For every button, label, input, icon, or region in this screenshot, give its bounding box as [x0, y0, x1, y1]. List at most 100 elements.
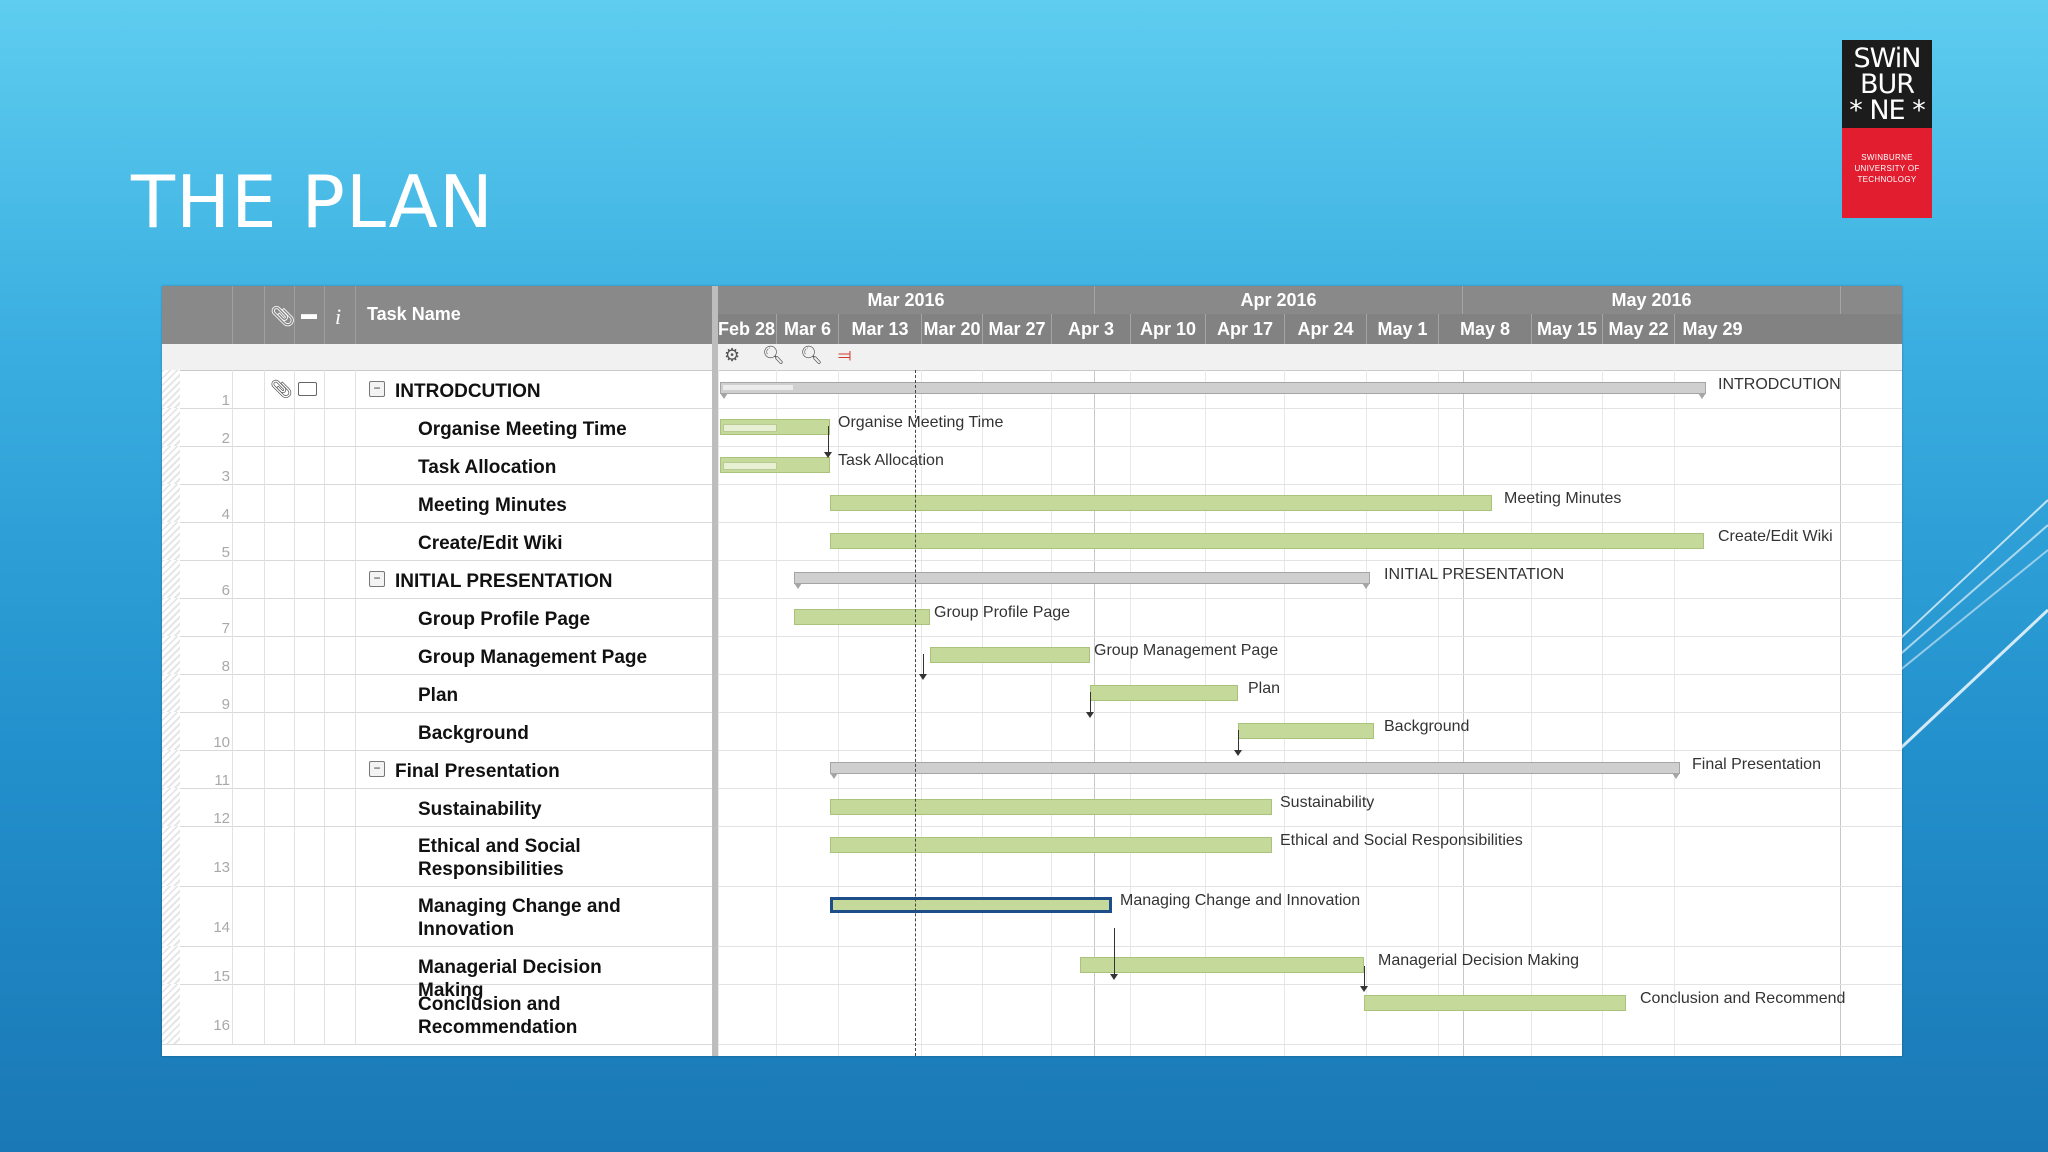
task-name[interactable]: Create/Edit Wiki	[418, 532, 563, 554]
attachment-icon[interactable]: 📎︎	[270, 379, 293, 399]
row-drag-handle[interactable]	[162, 788, 180, 826]
row-drag-handle[interactable]	[162, 674, 180, 712]
task-row[interactable]: 10 Background	[162, 712, 712, 751]
task-name[interactable]: Managerial Decision Making	[418, 956, 602, 1001]
task-bar[interactable]	[1080, 957, 1364, 973]
task-row[interactable]: 4 Meeting Minutes	[162, 484, 712, 523]
task-bar[interactable]	[1364, 995, 1626, 1011]
row-drag-handle[interactable]	[162, 522, 180, 560]
row-drag-handle[interactable]	[162, 946, 180, 984]
task-bar[interactable]	[830, 799, 1272, 815]
row-drag-handle[interactable]	[162, 560, 180, 598]
task-name[interactable]: Organise Meeting Time	[418, 418, 627, 440]
pane-splitter[interactable]	[712, 286, 718, 1056]
slide-title: THE PLAN	[131, 160, 494, 244]
column-divider	[294, 408, 295, 446]
task-bar[interactable]	[1090, 685, 1238, 701]
column-divider	[264, 598, 265, 636]
week-gridline	[921, 370, 922, 1056]
task-row[interactable]: 15 Managerial Decision Making	[162, 946, 712, 1001]
zoom-out-icon[interactable]: 🔍︎	[762, 345, 785, 365]
task-row[interactable]: 6 − INITIAL PRESENTATION	[162, 560, 712, 599]
task-name[interactable]: Group Profile Page	[418, 608, 591, 630]
column-divider	[294, 484, 295, 522]
column-divider	[355, 886, 356, 946]
row-drag-handle[interactable]	[162, 598, 180, 636]
summary-bar[interactable]	[794, 572, 1370, 589]
task-bar[interactable]	[830, 533, 1704, 549]
task-bar[interactable]	[830, 897, 1112, 913]
row-drag-handle[interactable]	[162, 750, 180, 788]
column-divider	[355, 636, 356, 674]
row-gridline	[718, 522, 1902, 523]
task-bar[interactable]	[720, 419, 830, 435]
task-row[interactable]: 12 Sustainability	[162, 788, 712, 827]
task-row[interactable]: 7 Group Profile Page	[162, 598, 712, 637]
attachment-column-icon[interactable]: 📎︎	[270, 306, 296, 328]
column-divider	[232, 886, 233, 946]
task-row[interactable]: 8 Group Management Page	[162, 636, 712, 675]
task-bar[interactable]	[794, 609, 930, 625]
column-divider	[355, 826, 356, 886]
task-row[interactable]: 11 − Final Presentation	[162, 750, 712, 789]
row-drag-handle[interactable]	[162, 984, 180, 1044]
row-drag-handle[interactable]	[162, 370, 180, 408]
task-row[interactable]: 13 Ethical and Social Responsibilities	[162, 826, 712, 887]
collapse-toggle[interactable]: −	[369, 761, 385, 777]
row-drag-handle[interactable]	[162, 826, 180, 886]
task-name[interactable]: Sustainability	[418, 798, 542, 820]
timeline-pane: Mar 2016 Apr 2016 May 2016 Feb 28 Mar 6 Ma…	[718, 286, 1902, 1056]
week-gridline	[982, 370, 983, 1056]
summary-bar[interactable]	[830, 762, 1680, 779]
task-bar[interactable]	[720, 457, 830, 473]
week-label: Mar 13	[838, 314, 921, 344]
info-column-icon[interactable]: i	[335, 304, 342, 329]
task-name[interactable]: Conclusion and Recommendation	[418, 994, 578, 1038]
row-gridline	[718, 1044, 1902, 1045]
task-row[interactable]: 3 Task Allocation	[162, 446, 712, 485]
critical-path-icon[interactable]: ⫤	[838, 345, 852, 365]
column-divider	[294, 522, 295, 560]
task-name-header[interactable]: Task Name	[367, 304, 461, 324]
comment-column-icon[interactable]: ▬	[301, 306, 317, 323]
task-name[interactable]: INITIAL PRESENTATION	[395, 570, 613, 592]
comment-icon[interactable]	[298, 382, 317, 396]
gear-icon[interactable]: ⚙	[724, 345, 741, 365]
task-name[interactable]: Group Management Page	[418, 646, 648, 668]
task-row[interactable]: 9 Plan	[162, 674, 712, 713]
task-row[interactable]: 5 Create/Edit Wiki	[162, 522, 712, 561]
logo-line-2: BUR	[1859, 69, 1915, 100]
task-name[interactable]: Meeting Minutes	[418, 494, 567, 516]
task-name[interactable]: Ethical and Social Responsibilities	[418, 836, 581, 880]
task-bar[interactable]	[830, 495, 1492, 511]
task-name[interactable]: Plan	[418, 684, 459, 706]
task-row[interactable]: 14 Managing Change and Innovation	[162, 886, 712, 947]
task-row[interactable]: 1 📎︎ − INTRODCUTION	[162, 370, 712, 409]
task-name[interactable]: Managing Change and Innovation	[418, 896, 621, 940]
row-drag-handle[interactable]	[162, 712, 180, 750]
week-label: Mar 27	[982, 314, 1051, 344]
task-name[interactable]: Task Allocation	[418, 456, 557, 478]
task-row[interactable]: 2 Organise Meeting Time	[162, 408, 712, 447]
bar-label: Managing Change and Innovation	[1120, 892, 1361, 909]
row-drag-handle[interactable]	[162, 886, 180, 946]
progress-fill	[723, 424, 777, 432]
task-name[interactable]: Final Presentation	[395, 760, 560, 782]
row-drag-handle[interactable]	[162, 446, 180, 484]
task-row[interactable]: 16 Conclusion and Recommendation	[162, 984, 712, 1045]
summary-bar[interactable]	[720, 382, 1706, 399]
row-number: 15	[213, 968, 230, 985]
task-bar[interactable]	[830, 837, 1272, 853]
zoom-in-icon[interactable]: 🔍︎	[800, 345, 823, 365]
task-bar[interactable]	[930, 647, 1090, 663]
logo-sub-2: UNIVERSITY OF	[1854, 164, 1920, 173]
collapse-toggle[interactable]: −	[369, 571, 385, 587]
row-drag-handle[interactable]	[162, 636, 180, 674]
row-drag-handle[interactable]	[162, 408, 180, 446]
row-number: 12	[213, 810, 230, 827]
task-name[interactable]: INTRODCUTION	[395, 380, 541, 402]
collapse-toggle[interactable]: −	[369, 381, 385, 397]
row-drag-handle[interactable]	[162, 484, 180, 522]
task-bar[interactable]	[1238, 723, 1374, 739]
task-name[interactable]: Background	[418, 722, 529, 744]
